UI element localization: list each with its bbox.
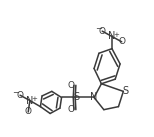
Text: +: + [114, 32, 120, 38]
Text: O: O [67, 105, 75, 114]
Text: O: O [118, 37, 125, 46]
Text: S: S [73, 92, 79, 102]
Text: −: − [12, 88, 20, 97]
Text: O: O [17, 91, 24, 100]
Text: N: N [90, 92, 98, 102]
Text: O: O [99, 27, 106, 36]
Text: O: O [67, 81, 75, 90]
Text: N: N [26, 95, 34, 105]
Text: +: + [31, 96, 37, 102]
Text: O: O [25, 107, 32, 116]
Text: −: − [95, 24, 102, 33]
Text: N: N [108, 32, 116, 42]
Text: S: S [122, 86, 128, 96]
